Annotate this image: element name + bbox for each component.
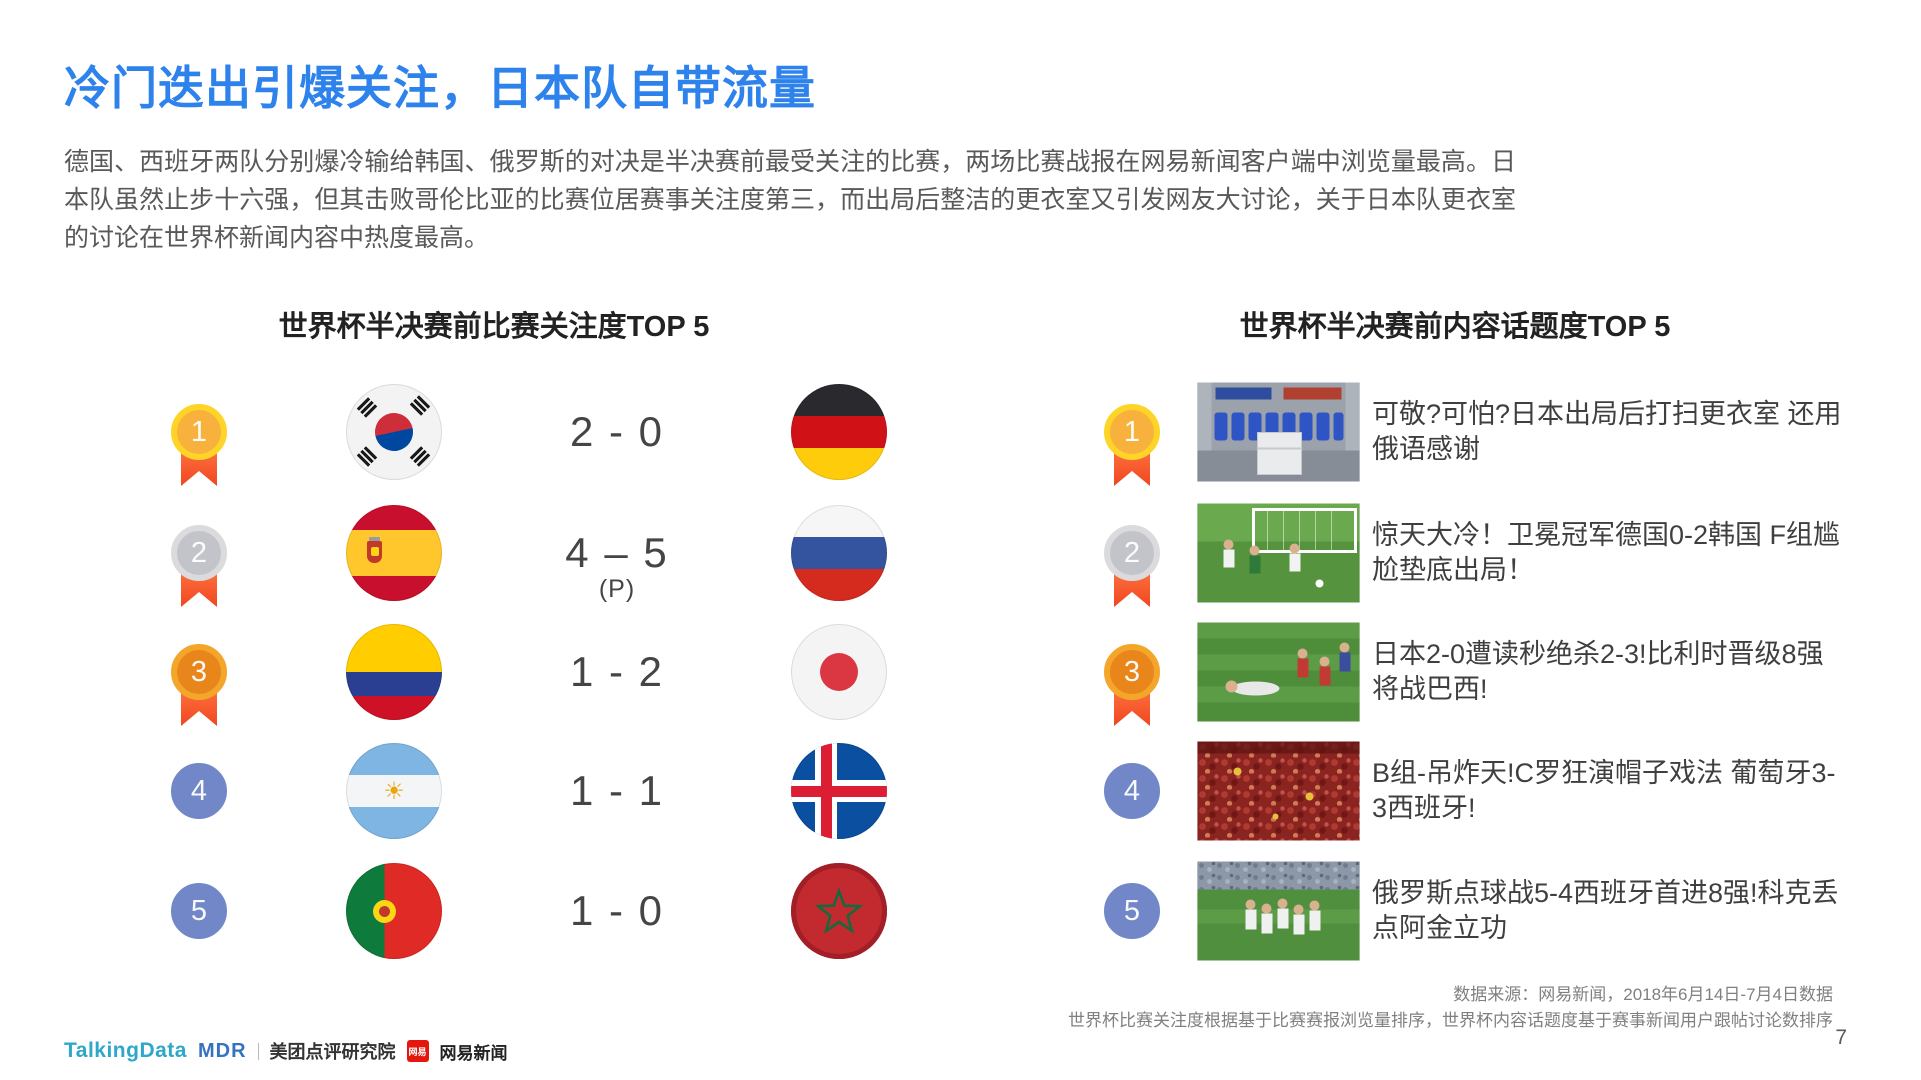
left-panel-title: 世界杯半决赛前比赛关注度TOP 5 (278, 311, 710, 343)
page-number: 7 (1835, 1026, 1847, 1049)
japan-belgium-match-photo (1197, 622, 1360, 722)
news-headline: 俄罗斯点球战5-4西班牙首进8强!科克丢点阿金立功 (1372, 878, 1839, 943)
rank-number: 4 (1104, 763, 1160, 819)
rank-number: 1 (171, 404, 227, 460)
content-topic-panel: 世界杯半决赛前内容话题度TOP 5 1 (1040, 295, 1870, 995)
news-headline: 可敬?可怕?日本出局后打扫更衣室 还用俄语感谢 (1372, 399, 1842, 464)
flag-russia-icon (791, 505, 887, 601)
rank-number: 2 (1104, 525, 1160, 581)
locker-room-photo (1197, 382, 1360, 482)
netease-news-logo: 网易新闻 (439, 1043, 508, 1063)
data-source-note: 数据来源：网易新闻，2018年6月14日-7月4日数据 世界杯比赛关注度根据基于… (1068, 982, 1833, 1034)
flag-spain-icon (346, 505, 442, 601)
logo-divider (257, 1042, 259, 1060)
rank-number: 4 (171, 763, 227, 819)
summary-paragraph: 德国、西班牙两队分别爆冷输给韩国、俄罗斯的对决是半决赛前最受关注的比赛，两场比赛… (64, 148, 1516, 252)
right-panel-title: 世界杯半决赛前内容话题度TOP 5 (1239, 311, 1671, 343)
news-headline: 日本2-0遭读秒绝杀2-3!比利时晋级8强将战巴西! (1372, 639, 1824, 704)
rank-2-medal-icon: 2 (169, 525, 229, 613)
page-title: 冷门迭出引爆关注，日本队自带流量 (64, 62, 816, 114)
flag-germany-icon (791, 384, 887, 480)
score-text: 1 - 2 (569, 648, 665, 695)
flag-iceland-icon (791, 743, 887, 839)
match-score: 1 - 2 (570, 648, 664, 696)
footer-logos: TalkingData MDR 美团点评研究院 网易 网易新闻 (64, 1038, 508, 1064)
score-note: (P) (598, 575, 636, 603)
rank-4-medal-icon: 4 (1102, 763, 1162, 851)
rank-1-medal-icon: 1 (1102, 404, 1162, 492)
rank-5-medal-icon: 5 (1102, 883, 1162, 971)
flag-portugal-icon (346, 863, 442, 959)
germany-korea-match-photo (1197, 503, 1360, 603)
rank-number: 1 (1104, 404, 1160, 460)
flag-south-korea-icon (346, 384, 442, 480)
news-headline: 惊天大冷！卫冕冠军德国0-2韩国 F组尴尬垫底出局！ (1372, 520, 1841, 585)
source-line-2: 世界杯比赛关注度根据基于比赛赛报浏览量排序，世界杯内容话题度基于赛事新闻用户跟帖… (1068, 1011, 1833, 1030)
mdr-logo: MDR (197, 1039, 247, 1062)
flag-colombia-icon (346, 624, 442, 720)
rank-number: 2 (171, 525, 227, 581)
meituan-research-logo: 美团点评研究院 (269, 1042, 396, 1062)
pentagram-star-icon (814, 887, 864, 934)
score-text: 4 – 5 (565, 529, 669, 576)
match-score: 4 – 5 (P) (565, 529, 669, 603)
source-line-1: 数据来源：网易新闻，2018年6月14日-7月4日数据 (1453, 985, 1833, 1004)
news-headline: B组-吊炸天!C罗狂演帽子戏法 葡萄牙3-3西班牙! (1372, 758, 1836, 823)
portugal-spain-fans-photo (1197, 741, 1360, 841)
flag-japan-icon (791, 624, 887, 720)
rank-5-medal-icon: 5 (169, 883, 229, 971)
rank-number: 5 (1104, 883, 1160, 939)
match-score: 1 - 0 (570, 887, 664, 935)
rank-2-medal-icon: 2 (1102, 525, 1162, 613)
rank-3-medal-icon: 3 (1102, 644, 1162, 732)
rank-4-medal-icon: 4 (169, 763, 229, 851)
flag-morocco-icon (791, 863, 887, 959)
rank-3-medal-icon: 3 (169, 644, 229, 732)
flag-argentina-icon: ☀ (346, 743, 442, 839)
match-score: 2 - 0 (570, 408, 664, 456)
score-text: 1 - 1 (569, 767, 665, 814)
match-score: 1 - 1 (570, 767, 664, 815)
score-text: 2 - 0 (569, 408, 665, 455)
score-text: 1 - 0 (569, 887, 665, 934)
rank-1-medal-icon: 1 (169, 404, 229, 492)
rank-number: 3 (171, 644, 227, 700)
talkingdata-logo: TalkingData (64, 1039, 187, 1062)
russia-celebration-photo (1197, 861, 1360, 961)
match-attention-panel: 世界杯半决赛前比赛关注度TOP 5 1 2 - 0 2 4 (64, 295, 924, 995)
rank-number: 3 (1104, 644, 1160, 700)
rank-number: 5 (171, 883, 227, 939)
netease-badge-icon: 网易 (406, 1040, 429, 1062)
